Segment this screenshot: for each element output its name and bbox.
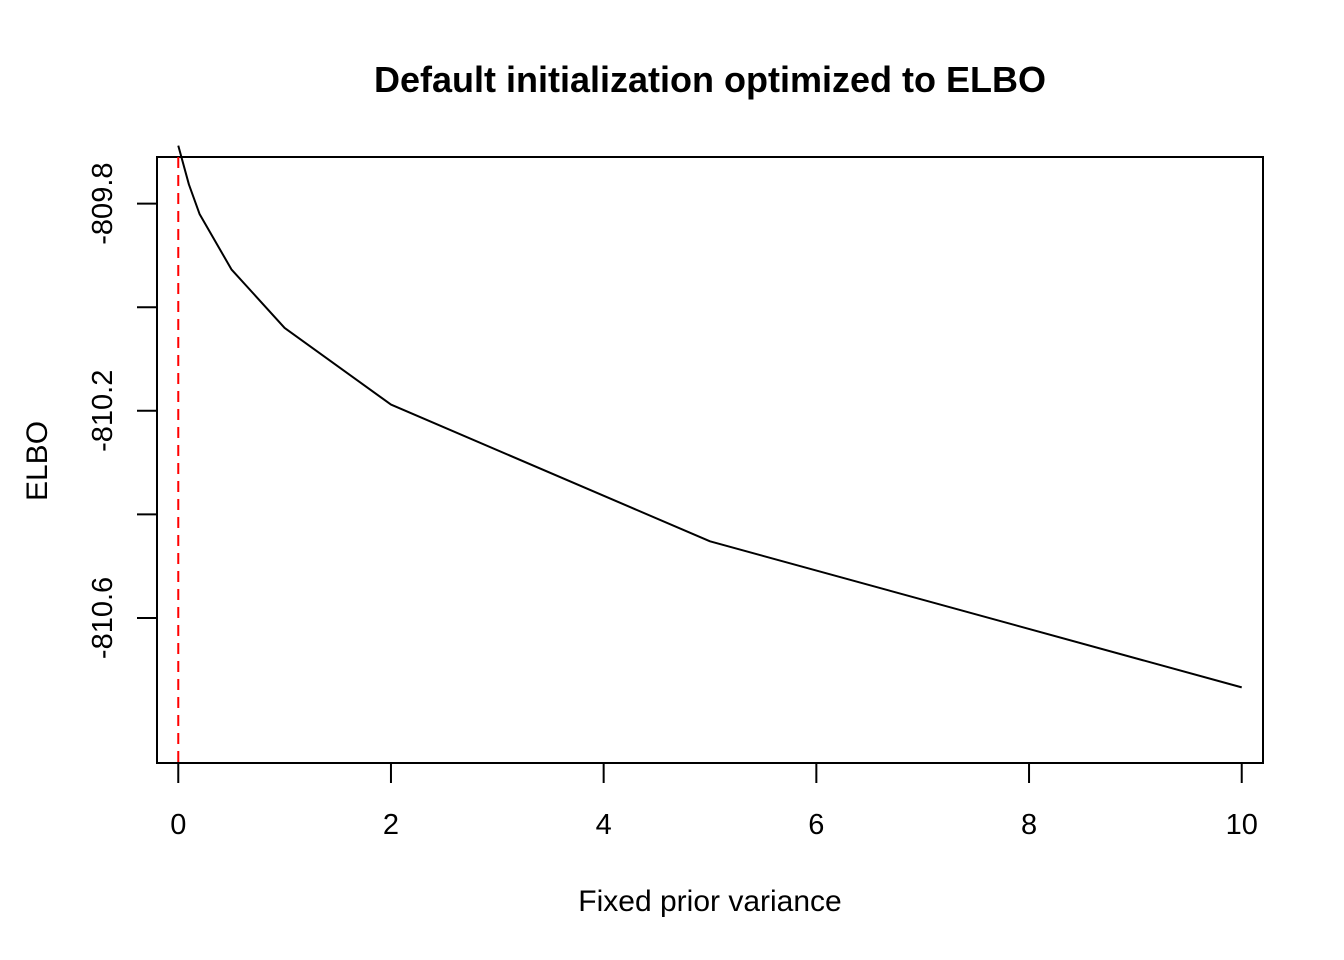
x-tick-label: 2 bbox=[383, 809, 399, 841]
y-tick-label: -810.6 bbox=[87, 577, 119, 659]
series-line bbox=[177, 145, 1242, 689]
x-tick-label: 8 bbox=[1021, 809, 1037, 841]
y-tick-label: -810.2 bbox=[87, 370, 119, 452]
x-axis-title: Fixed prior variance bbox=[578, 885, 841, 918]
x-tick-label: 0 bbox=[170, 809, 186, 841]
series-layer bbox=[177, 145, 1242, 689]
chart-title: Default initialization optimized to ELBO bbox=[374, 59, 1046, 100]
x-tick-label: 4 bbox=[596, 809, 612, 841]
x-tick-label: 10 bbox=[1226, 809, 1258, 841]
y-axis: -809.8 -810.2 -810.6 bbox=[87, 162, 157, 659]
plot-frame bbox=[156, 156, 1264, 764]
y-tick-label: -809.8 bbox=[87, 162, 119, 244]
y-axis-title: ELBO bbox=[21, 421, 54, 501]
x-axis: 0 2 4 6 8 10 bbox=[170, 763, 1258, 841]
x-tick-label: 6 bbox=[808, 809, 824, 841]
